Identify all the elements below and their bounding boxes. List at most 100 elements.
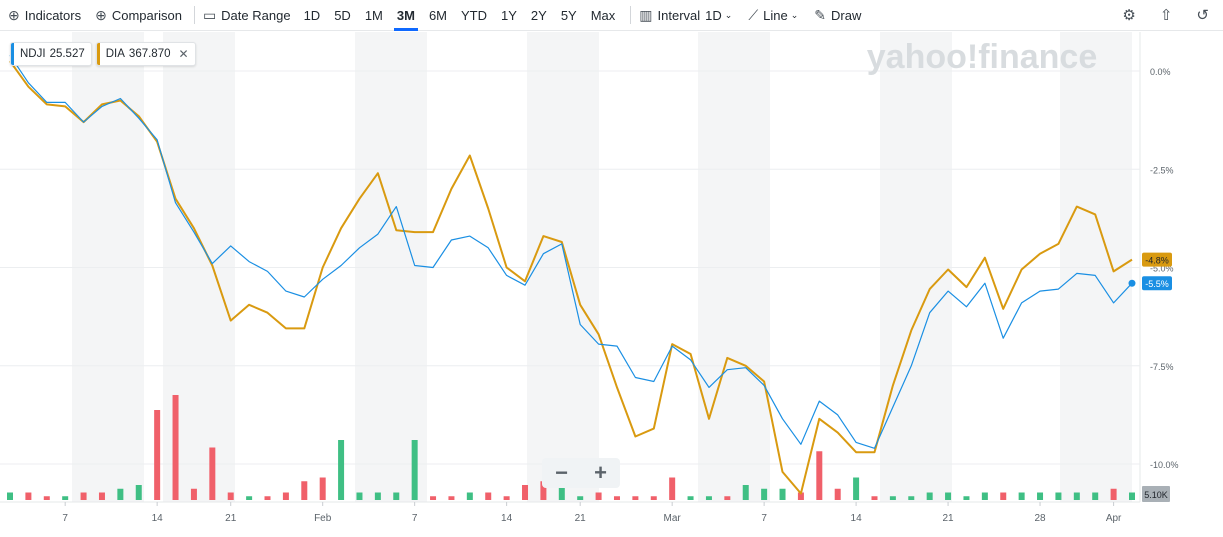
x-tick-label: Mar: [664, 513, 682, 524]
series-lines: [9, 54, 1136, 495]
share-button[interactable]: ⇧: [1160, 6, 1173, 24]
volume-bar: [1129, 492, 1135, 500]
volume-bar: [761, 488, 768, 500]
range-selector: 1D 5D 1M 3M 6M YTD 1Y 2Y 5Y Max: [297, 0, 623, 31]
remove-series-icon[interactable]: ✕: [178, 47, 189, 61]
draw-button[interactable]: ✎ Draw: [814, 7, 861, 24]
legend-symbol: DIA: [105, 48, 125, 60]
volume-bar: [485, 492, 492, 500]
range-button-6m[interactable]: 6M: [428, 7, 447, 23]
volume-bar: [1110, 488, 1117, 500]
line-chart-icon: ⟋: [748, 6, 759, 23]
line-type-label: Line: [763, 7, 788, 23]
x-tick-label: 14: [501, 513, 513, 524]
toolbar-divider: [630, 6, 632, 24]
volume-scale-badge: [1142, 486, 1170, 502]
interval-label: Interval: [657, 7, 701, 23]
comparison-label: Comparison: [111, 7, 182, 23]
volume-bar: [448, 496, 455, 500]
volume-bar: [7, 492, 13, 500]
volume-bar: [338, 440, 345, 500]
series-color-swatch: [11, 43, 14, 65]
volume-scale-label: 5.10K: [1144, 490, 1168, 500]
ruler-icon: ▥: [639, 6, 653, 23]
price-chart[interactable]: yahoo!finance 5.10K 0.0% -2.5% -5.0% -7.5% -…: [0, 32, 1223, 537]
volume-bar: [172, 395, 179, 500]
x-tick-label: Feb: [314, 513, 332, 524]
volume-bar: [522, 485, 529, 500]
volume-bar: [540, 481, 547, 500]
range-button-1m[interactable]: 1M: [364, 7, 383, 23]
volume-bar: [190, 488, 197, 500]
legend-chip-dia[interactable]: DIA 367.870 ✕: [95, 42, 196, 66]
x-tick-label: 28: [1034, 513, 1046, 524]
legend-value: 25.527: [49, 48, 85, 60]
volume-bar: [871, 496, 878, 500]
interval-button[interactable]: ▥ Interval 1D ⌄: [639, 7, 732, 24]
date-range-button[interactable]: ▭ Date Range: [203, 7, 291, 24]
y-tick-label: -7.5%: [1150, 362, 1174, 372]
range-button-1d[interactable]: 1D: [303, 7, 321, 23]
last-value-badges: -5.5% -4.8%: [1142, 252, 1172, 291]
volume-bar: [1037, 492, 1044, 500]
range-button-ytd[interactable]: YTD: [461, 7, 487, 23]
indicators-button[interactable]: ⊕ Indicators: [8, 7, 81, 24]
volume-bar: [1000, 492, 1007, 500]
volume-bar: [319, 477, 326, 500]
comparison-button[interactable]: ⊕ Comparison: [95, 7, 182, 24]
yahoo-finance-watermark: yahoo!finance: [867, 38, 1097, 76]
volume-bar: [926, 492, 933, 500]
volume-bar: [613, 496, 620, 500]
volume-bar: [632, 496, 639, 500]
range-button-3m[interactable]: 3M: [390, 0, 422, 31]
chevron-down-icon: ⌄: [724, 9, 733, 20]
volume-bar: [43, 496, 50, 500]
volume-bar: [797, 492, 804, 500]
volume-bar: [742, 485, 749, 500]
plus-circle-icon: ⊕: [95, 6, 107, 23]
line-type-button[interactable]: ⟋ Line ⌄: [748, 7, 798, 24]
volume-bars: 5.10K: [7, 395, 1170, 502]
y-tick-label: -2.5%: [1150, 165, 1174, 175]
range-button-1y[interactable]: 1Y: [501, 7, 517, 23]
volume-bar: [25, 492, 32, 500]
x-tick-label: 7: [62, 513, 68, 524]
volume-bar: [945, 492, 952, 500]
range-button-5y[interactable]: 5Y: [560, 7, 577, 23]
draw-label: Draw: [831, 7, 862, 23]
volume-bar: [62, 496, 69, 500]
series-line-ndji: [9, 54, 1133, 449]
volume-bar: [981, 492, 988, 500]
volume-bar: [117, 488, 124, 500]
indicators-label: Indicators: [24, 7, 82, 23]
reset-icon: ↺: [1196, 7, 1209, 24]
date-range-label: Date Range: [221, 7, 291, 23]
volume-bar: [356, 492, 363, 500]
gear-icon: ⚙: [1122, 7, 1136, 24]
volume-bar: [577, 496, 584, 500]
legend-chip-ndji[interactable]: NDJI 25.527: [10, 42, 92, 66]
volume-bar: [209, 447, 216, 500]
volume-bar: [154, 410, 161, 500]
volume-bar: [80, 492, 87, 500]
settings-button[interactable]: ⚙: [1122, 6, 1135, 24]
x-tick-label: 7: [412, 513, 418, 524]
y-tick-label: 0.0%: [1150, 67, 1171, 77]
volume-bar: [595, 492, 602, 500]
volume-bar: [558, 485, 565, 500]
x-tick-label: 21: [943, 513, 955, 524]
volume-bar: [908, 496, 915, 500]
zoom-out-button[interactable]: −: [555, 460, 568, 485]
reset-button[interactable]: ↺: [1196, 6, 1209, 24]
series-color-swatch: [96, 43, 100, 65]
x-tick-label: 7: [761, 513, 767, 524]
volume-bar: [135, 485, 142, 500]
chart-toolbar: ⊕ Indicators ⊕ Comparison ▭ Date Range 1…: [0, 0, 1223, 31]
x-tick-label: 21: [225, 513, 237, 524]
zoom-in-button[interactable]: +: [594, 460, 607, 485]
volume-bar: [650, 496, 657, 500]
range-button-max[interactable]: Max: [590, 7, 616, 23]
volume-bar: [411, 440, 418, 500]
range-button-5d[interactable]: 5D: [334, 7, 351, 23]
range-button-2y[interactable]: 2Y: [530, 7, 547, 23]
